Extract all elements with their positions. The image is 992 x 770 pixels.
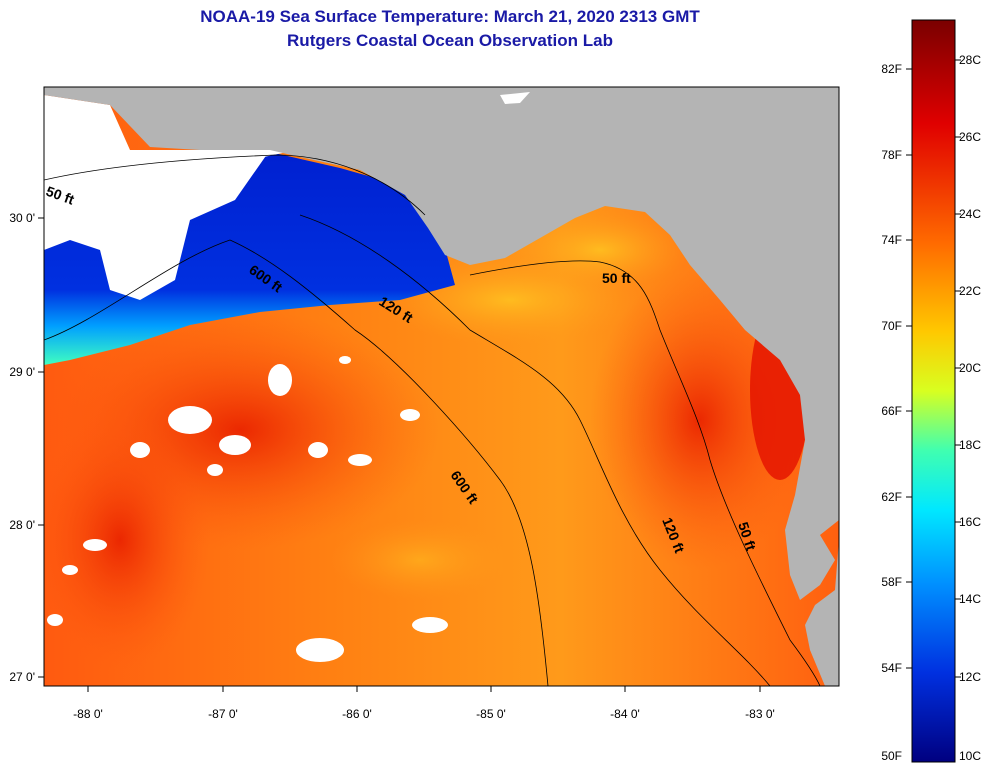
colorbar-label-f: 82F — [881, 62, 902, 76]
lon-label: -86 0' — [342, 707, 372, 721]
colorbar-label-c: 16C — [959, 515, 981, 529]
colorbar-label-c: 14C — [959, 592, 981, 606]
lat-label: 30 0' — [9, 211, 35, 225]
colorbar-ticks — [906, 59, 961, 678]
land-florida — [44, 87, 839, 600]
colorbar-label-c: 10C — [959, 749, 981, 763]
lat-label: 27 0' — [9, 670, 35, 684]
colorbar-label-c: 26C — [959, 130, 981, 144]
bathymetry-contours — [44, 154, 821, 686]
colorbar-label-f: 54F — [881, 661, 902, 675]
colorbar-label-f: 58F — [881, 575, 902, 589]
lon-label: -87 0' — [208, 707, 238, 721]
colorbar-label-c: 12C — [959, 670, 981, 684]
colorbar-label-c: 28C — [959, 53, 981, 67]
map-subtitle: Rutgers Coastal Ocean Observation Lab — [287, 31, 613, 50]
lat-label: 29 0' — [9, 365, 35, 379]
map-frame — [43, 86, 840, 687]
colorbar-label-f: 70F — [881, 319, 902, 333]
lon-label: -84 0' — [610, 707, 640, 721]
colorbar-label-c: 20C — [959, 361, 981, 375]
colorbar-label-f: 66F — [881, 404, 902, 418]
colorbar — [911, 19, 956, 763]
colorbar-label-c: 24C — [959, 207, 981, 221]
colorbar-label-f: 62F — [881, 490, 902, 504]
colorbar-label-f: 50F — [881, 749, 902, 763]
colorbar-label-c: 18C — [959, 438, 981, 452]
lon-label: -83 0' — [745, 707, 775, 721]
map-title: NOAA-19 Sea Surface Temperature: March 2… — [200, 7, 700, 26]
lon-label: -85 0' — [476, 707, 506, 721]
lon-label: -88 0' — [73, 707, 103, 721]
axis-ticks — [38, 217, 761, 692]
map-plot — [44, 87, 839, 686]
lat-label: 28 0' — [9, 518, 35, 532]
contour-label: 50 ft — [602, 270, 631, 286]
colorbar-label-f: 74F — [881, 233, 902, 247]
colorbar-label-f: 78F — [881, 148, 902, 162]
colorbar-label-c: 22C — [959, 284, 981, 298]
